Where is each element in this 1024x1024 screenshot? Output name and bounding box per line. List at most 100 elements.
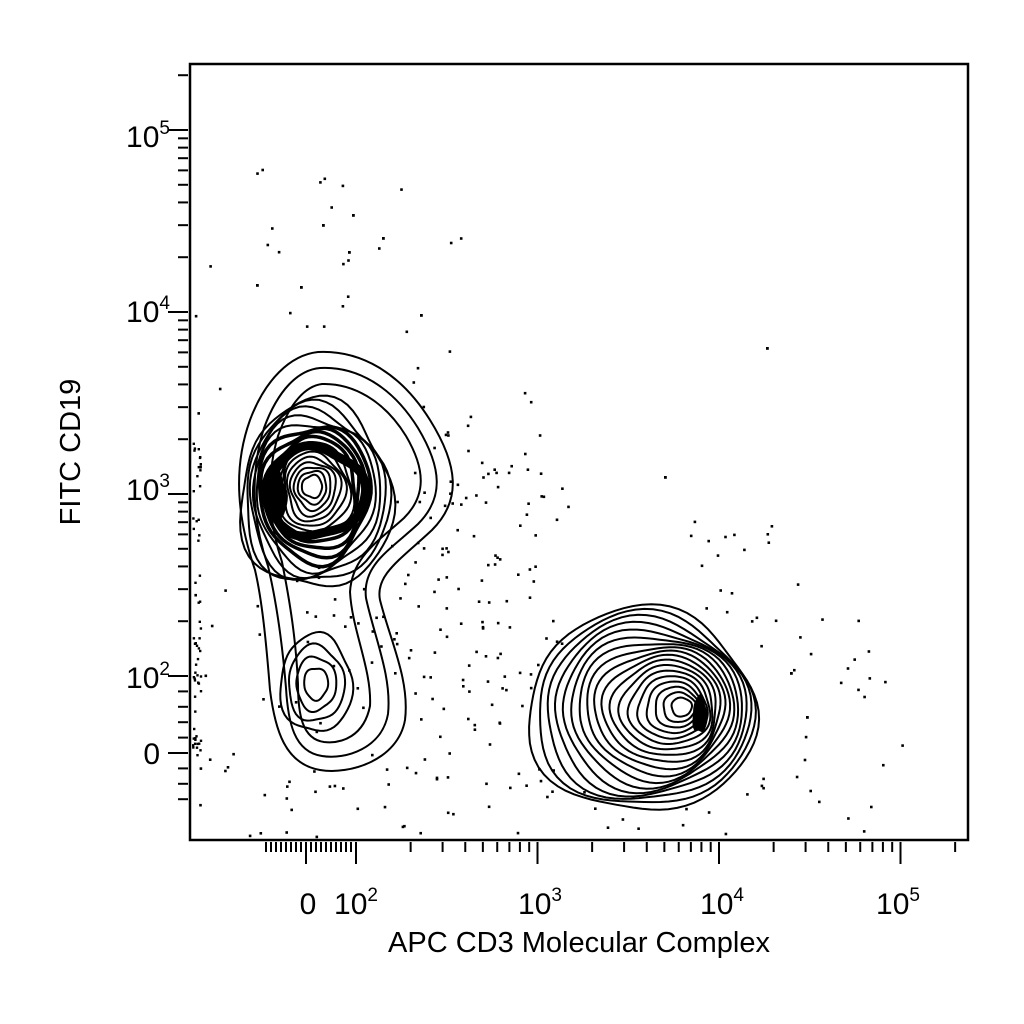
data-point (484, 655, 488, 658)
contour-line (528, 603, 761, 811)
data-point (356, 807, 360, 811)
data-point (193, 742, 197, 745)
outlier-points (192, 168, 904, 839)
data-point (419, 831, 422, 835)
data-point (725, 610, 729, 614)
data-point (414, 561, 417, 564)
data-point (519, 524, 522, 527)
contour-line (287, 642, 347, 722)
data-point (435, 777, 439, 781)
data-point (198, 637, 201, 640)
contour-line (578, 643, 736, 785)
data-point (193, 679, 197, 682)
data-point (487, 472, 490, 476)
data-point (396, 500, 399, 504)
data-point (295, 579, 299, 583)
data-point (534, 565, 537, 568)
data-point (505, 599, 509, 603)
data-point (555, 640, 559, 643)
data-point (760, 784, 764, 788)
data-point (347, 259, 350, 262)
data-point (809, 652, 813, 656)
data-point (197, 412, 200, 415)
data-point (370, 661, 374, 664)
data-point (300, 286, 303, 289)
data-point (707, 539, 710, 543)
data-point (315, 835, 319, 839)
data-point (487, 563, 490, 567)
data-point (446, 431, 450, 434)
data-point (746, 793, 749, 796)
data-point (621, 818, 625, 821)
data-point (539, 472, 543, 475)
data-point (259, 832, 263, 835)
data-point (194, 314, 198, 318)
data-point (853, 658, 856, 661)
data-point (193, 447, 197, 450)
y-tick-label: 103 (126, 471, 170, 507)
data-point (407, 656, 411, 660)
data-point (198, 574, 202, 577)
data-point (375, 616, 378, 620)
data-point (525, 784, 528, 787)
data-point (199, 627, 203, 630)
data-point (449, 480, 453, 483)
data-point (818, 800, 821, 804)
data-point (459, 622, 463, 625)
data-point (192, 676, 196, 679)
data-point (733, 533, 736, 537)
data-point (286, 785, 289, 788)
data-point (262, 698, 265, 701)
data-point (403, 824, 406, 828)
contour-dense-core (692, 693, 708, 733)
data-point (552, 769, 555, 772)
data-point (743, 548, 746, 552)
x-tick-label: 0 (300, 888, 317, 921)
data-point (498, 558, 502, 561)
plot-frame (188, 62, 970, 842)
data-point (288, 780, 291, 784)
data-point (439, 628, 442, 631)
data-point (192, 517, 195, 520)
contour-line (288, 461, 337, 518)
data-point (431, 697, 434, 701)
data-point (315, 730, 319, 734)
data-point (193, 727, 196, 731)
data-point (527, 502, 530, 505)
data-point (445, 547, 448, 550)
data-point (863, 695, 866, 699)
contour-line (586, 646, 732, 778)
data-point (705, 607, 708, 610)
data-point (349, 616, 353, 619)
data-point (271, 227, 274, 230)
data-point (330, 206, 333, 209)
data-point (332, 664, 336, 668)
data-point (263, 793, 267, 797)
data-point (452, 812, 455, 816)
data-point (418, 500, 422, 504)
data-point (480, 461, 484, 465)
data-point (352, 214, 355, 217)
data-point (546, 795, 549, 799)
data-point (473, 728, 477, 731)
data-point (540, 495, 543, 498)
data-point (446, 776, 450, 779)
data-point (551, 790, 554, 793)
data-point (517, 772, 521, 776)
data-point (809, 789, 812, 793)
data-point (332, 614, 336, 617)
x-minor-ticks (265, 842, 957, 864)
data-point (192, 637, 196, 640)
data-point (443, 504, 447, 508)
data-point (517, 573, 520, 576)
data-point (248, 834, 252, 838)
data-point (467, 664, 471, 667)
contour-line (561, 628, 743, 795)
contour-line (285, 455, 343, 523)
data-point (462, 685, 465, 688)
data-point (545, 637, 548, 640)
data-point (637, 827, 640, 830)
y-tick-label: 0 (143, 738, 160, 771)
data-point (681, 823, 685, 827)
